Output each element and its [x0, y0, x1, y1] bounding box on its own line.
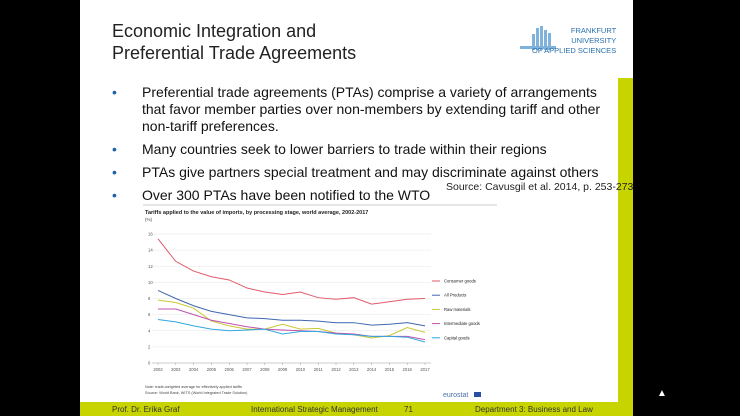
- y-tick-label: 16: [148, 232, 153, 237]
- bullet-list: • Preferential trade agreements (PTAs) co…: [112, 84, 612, 210]
- page-number: 71: [404, 405, 413, 414]
- bullet-text: Over 300 PTAs have been notified to the …: [142, 187, 431, 203]
- legend-label: Raw materials: [444, 307, 471, 312]
- x-tick-label: 2003: [171, 367, 181, 372]
- source-citation: Source: Cavusgil et al. 2014, p. 253-273: [446, 181, 634, 193]
- x-tick-label: 2008: [260, 367, 270, 372]
- x-tick-label: 2013: [349, 367, 359, 372]
- x-tick-label: 2002: [153, 367, 163, 372]
- university-logo: FRANKFURT UNIVERSITY OF APPLIED SCIENCES: [518, 22, 636, 62]
- y-tick-label: 4: [148, 328, 151, 333]
- footer-course: International Strategic Management: [251, 405, 378, 414]
- series-line-all-products: [157, 289, 426, 327]
- y-tick-label: 14: [148, 248, 153, 253]
- logo-bars-icon: [520, 26, 556, 50]
- legend-label: Capital goods: [444, 335, 470, 340]
- chart-source: Source: World Bank, WITS (World Integrat…: [145, 391, 248, 395]
- slide-title: Economic Integration and Preferential Tra…: [112, 20, 356, 64]
- x-tick-label: 2010: [296, 367, 306, 372]
- bullet-text: Preferential trade agreements (PTAs) com…: [142, 84, 601, 134]
- bullet-item: • Preferential trade agreements (PTAs) co…: [112, 84, 612, 135]
- mouse-cursor-icon: ▲: [657, 388, 667, 399]
- footer-author: Prof. Dr. Erika Graf: [112, 405, 180, 414]
- y-tick-label: 0: [148, 361, 151, 366]
- y-axis-label: (%): [145, 217, 152, 222]
- bullet-icon: •: [112, 84, 117, 100]
- legend-label: Intermediate goods: [444, 321, 480, 326]
- x-tick-label: 2012: [331, 367, 341, 372]
- x-tick-label: 2004: [189, 367, 199, 372]
- y-tick-label: 10: [148, 280, 153, 285]
- y-tick-label: 6: [148, 312, 151, 317]
- bullet-item: • Many countries seek to lower barriers t…: [112, 141, 612, 158]
- bullet-icon: •: [112, 141, 117, 157]
- bullet-text: PTAs give partners special treatment and…: [142, 164, 599, 180]
- x-tick-label: 2017: [420, 367, 430, 372]
- x-tick-label: 2006: [225, 367, 235, 372]
- logo-text: FRANKFURT: [570, 26, 617, 35]
- x-tick-label: 2016: [403, 367, 413, 372]
- logo-text: UNIVERSITY: [571, 36, 617, 45]
- eu-flag-icon: [474, 392, 481, 397]
- y-tick-label: 2: [148, 344, 151, 349]
- series-line-consumer-goods: [157, 238, 426, 305]
- bullet-text: Many countries seek to lower barriers to…: [142, 141, 547, 157]
- accent-band: [618, 78, 633, 402]
- legend-label: Consumer goods: [444, 279, 476, 284]
- y-tick-label: 12: [148, 264, 153, 269]
- x-tick-label: 2014: [367, 367, 377, 372]
- y-tick-label: 8: [148, 296, 151, 301]
- footer: Prof. Dr. Erika Graf International Strat…: [80, 402, 633, 416]
- title-line: Economic Integration and: [112, 21, 317, 41]
- x-tick-label: 2015: [385, 367, 395, 372]
- bullet-item: • Over 300 PTAs have been notified to the…: [112, 187, 612, 204]
- x-tick-label: 2007: [242, 367, 252, 372]
- x-tick-label: 2005: [207, 367, 217, 372]
- bullet-icon: •: [112, 187, 117, 203]
- chart-note: Note: trade-weighted average for effecti…: [145, 385, 242, 389]
- legend-label: All Products: [444, 293, 466, 298]
- bullet-item: • PTAs give partners special treatment an…: [112, 164, 612, 181]
- series-line-capital-goods: [157, 318, 426, 343]
- bullet-icon: •: [112, 164, 117, 180]
- x-tick-label: 2011: [314, 367, 324, 372]
- title-line: Preferential Trade Agreements: [112, 43, 357, 63]
- logo-text: OF APPLIED SCIENCES: [532, 46, 617, 55]
- chart-title: Tariffs applied to the value of imports,…: [145, 210, 368, 216]
- footer-department: Department 3: Business and Law: [475, 405, 593, 414]
- eurostat-logo: eurostat: [443, 392, 468, 399]
- x-tick-label: 2009: [278, 367, 288, 372]
